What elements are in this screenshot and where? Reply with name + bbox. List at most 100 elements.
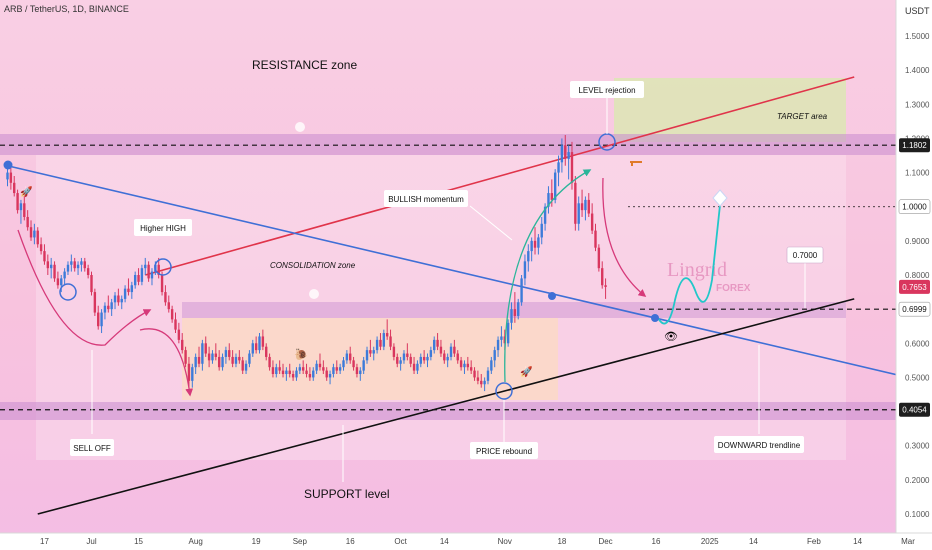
- price-tick-label: 0.2000: [905, 476, 930, 485]
- candle: [342, 356, 345, 371]
- circle-higher-high: [154, 258, 172, 276]
- candle: [33, 223, 36, 245]
- candle: [433, 336, 436, 354]
- symbol-title: ARB / TetherUS, 1D, BINANCE: [4, 4, 129, 14]
- candle: [426, 353, 429, 368]
- price-tick-label: 0.8000: [905, 271, 930, 280]
- candle: [228, 343, 231, 361]
- candle: [349, 346, 352, 364]
- candle: [318, 353, 322, 371]
- svg-text:PRICE rebound: PRICE rebound: [476, 447, 532, 456]
- price-tick-label: 0.3000: [905, 442, 930, 451]
- label-level-rejection: LEVEL rejection: [570, 81, 644, 98]
- time-tick-label: 18: [557, 537, 566, 546]
- time-tick-label: 2025: [701, 537, 719, 546]
- candle: [533, 227, 537, 255]
- candle: [271, 360, 275, 378]
- price-tag: 0.6999: [898, 301, 931, 317]
- candle: [483, 377, 486, 392]
- drop-curve: [139, 328, 194, 397]
- candle: [379, 333, 382, 351]
- price-tick-label: 1.3000: [905, 100, 930, 109]
- candle: [443, 350, 446, 364]
- time-tick-label: Oct: [394, 537, 407, 546]
- candle: [254, 336, 258, 354]
- candle: [594, 223, 597, 252]
- sell-off-curve: [17, 229, 152, 346]
- candle: [43, 244, 46, 265]
- bullish-curve: [504, 169, 592, 383]
- candle: [110, 298, 113, 316]
- candle: [295, 367, 298, 381]
- candle: [224, 346, 228, 364]
- candle: [540, 216, 543, 245]
- candle: [150, 268, 154, 286]
- candle: [338, 363, 342, 375]
- price-tick-label: 0.6000: [905, 339, 930, 348]
- candle: [80, 257, 83, 272]
- price-tags: 1.1802 1.0000 0.7653 0.6999 0.4054: [898, 138, 931, 417]
- support-band-0.40: [0, 402, 896, 420]
- candle: [214, 343, 218, 361]
- candle: [16, 189, 19, 214]
- candle: [140, 264, 144, 286]
- candle: [574, 175, 577, 231]
- candle: [234, 353, 238, 368]
- candle: [419, 353, 422, 368]
- resistance-zone-label: RESISTANCE zone: [252, 58, 357, 72]
- candle: [281, 363, 285, 378]
- price-tick-label: 0.5000: [905, 373, 930, 382]
- candle: [305, 363, 308, 378]
- candle: [496, 336, 500, 357]
- resistance-band: [0, 134, 896, 155]
- candle: [369, 339, 372, 357]
- price-tag: 0.4054: [899, 402, 930, 417]
- rocket-icon-left: 🚀: [20, 185, 33, 198]
- candle: [268, 353, 271, 371]
- candle: [355, 363, 359, 378]
- candle: [315, 360, 318, 375]
- candle: [385, 319, 389, 340]
- candle: [217, 350, 221, 371]
- candle: [56, 271, 60, 289]
- label-higher-high: Higher HIGH: [134, 219, 192, 236]
- candle: [564, 135, 567, 166]
- price-tick-label: 0.9000: [905, 237, 930, 246]
- candle: [133, 271, 137, 289]
- trendline-blue-descending: [7, 164, 909, 379]
- candle: [26, 210, 29, 231]
- candle: [517, 298, 520, 320]
- time-tick-label: Feb: [807, 537, 821, 546]
- candle: [144, 257, 147, 275]
- candle: [308, 367, 312, 381]
- target-area-box: [614, 78, 846, 142]
- candle: [66, 261, 70, 275]
- candle: [147, 261, 150, 282]
- candle: [177, 322, 181, 344]
- candle: [382, 329, 386, 351]
- candle: [19, 199, 23, 224]
- candle: [372, 346, 375, 361]
- candle: [597, 244, 601, 272]
- candle: [157, 257, 160, 279]
- candle: [238, 350, 241, 364]
- candle: [537, 234, 540, 255]
- candle: [197, 346, 201, 368]
- rocket-icon-right: 🚀: [520, 365, 533, 378]
- candle: [265, 343, 268, 361]
- label-0.70-callout: 0.7000: [786, 246, 824, 264]
- candle: [513, 292, 517, 323]
- candle: [328, 370, 332, 385]
- plus-marker-mid: [309, 289, 319, 299]
- candle: [181, 333, 184, 354]
- candle: [187, 356, 191, 388]
- candle: [466, 356, 470, 371]
- label-bullish-momentum: BULLISH momentum: [384, 190, 468, 207]
- candle: [604, 278, 607, 299]
- candle: [480, 374, 483, 388]
- time-tick-label: Aug: [189, 537, 203, 546]
- target-area-label: TARGET area: [777, 112, 828, 121]
- svg-text:DOWNWARD trendline: DOWNWARD trendline: [718, 441, 801, 450]
- trendlines: [7, 76, 909, 515]
